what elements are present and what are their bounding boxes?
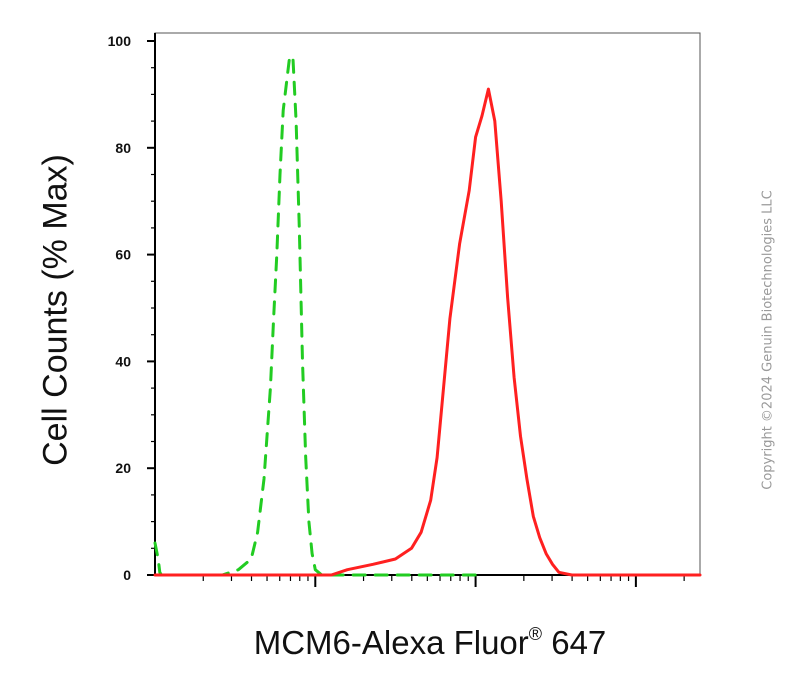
x-axis-label-tail: 647 bbox=[542, 624, 607, 661]
x-axis-label: MCM6-Alexa Fluor® 647 bbox=[254, 624, 607, 662]
x-axis-label-registered-mark: ® bbox=[528, 624, 543, 644]
x-axis-label-main: MCM6-Alexa Fluor bbox=[253, 624, 529, 661]
y-tick-label: 40 bbox=[115, 353, 131, 369]
y-tick-label: 20 bbox=[115, 460, 131, 476]
y-tick-label: 60 bbox=[115, 247, 131, 263]
y-tick-label: 80 bbox=[115, 140, 131, 156]
y-axis-label: Cell Counts (% Max) bbox=[36, 154, 75, 466]
series-isotype-control-line bbox=[153, 55, 478, 577]
y-tick-label: 100 bbox=[108, 33, 132, 49]
y-tick-label: 0 bbox=[123, 567, 131, 583]
series-mcm6-line bbox=[153, 87, 702, 577]
plot-frame bbox=[154, 32, 701, 576]
copyright-watermark: Copyright ©2024 Genuin Biotechnologies L… bbox=[760, 190, 776, 490]
